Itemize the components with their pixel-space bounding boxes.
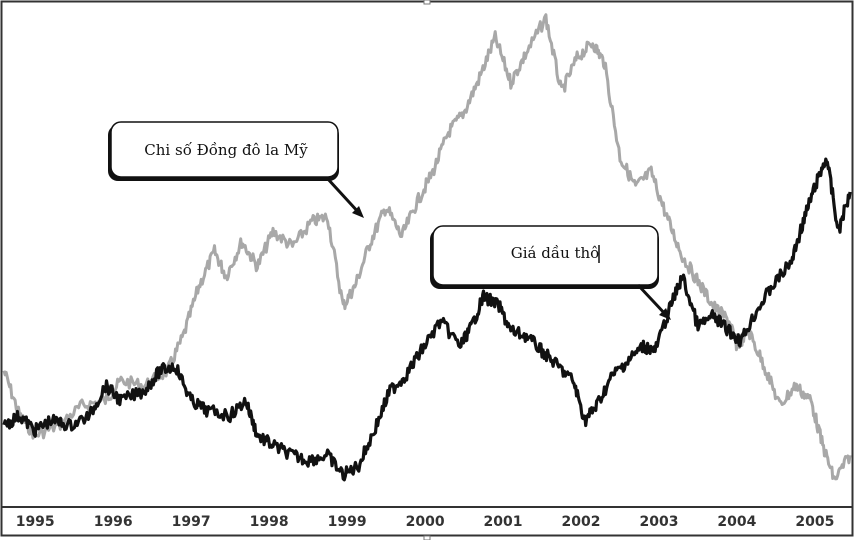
x-tick-label: 2004 bbox=[717, 514, 756, 530]
x-tick-label: 1997 bbox=[172, 514, 211, 530]
callout-usd-box bbox=[110, 121, 339, 178]
x-tick-label: 1995 bbox=[16, 514, 55, 530]
frame-handle-bottom bbox=[423, 535, 431, 540]
x-tick-label: 1996 bbox=[94, 514, 133, 530]
x-tick-label: 1999 bbox=[328, 514, 367, 530]
x-tick-label: 2000 bbox=[406, 514, 445, 530]
callout-usd-index: Chi số Đồng đô la Mỹ bbox=[108, 121, 364, 218]
callout-oil-arrow bbox=[636, 283, 669, 318]
series-oil-price-line bbox=[2, 157, 852, 482]
frame-handle-top bbox=[423, 0, 431, 5]
callout-usd-label: Chi số Đồng đô la Mỹ bbox=[144, 141, 308, 159]
callout-usd-arrow bbox=[325, 176, 362, 216]
callout-oil-arrowhead bbox=[659, 308, 671, 320]
x-tick-labels: 1995 1996 1997 1998 1999 2000 2001 2002 2003 2004… bbox=[16, 514, 835, 530]
x-tick-label: 2002 bbox=[562, 514, 601, 530]
x-tick-label: 2005 bbox=[795, 514, 834, 530]
x-tick-label: 2001 bbox=[484, 514, 523, 530]
series-layer bbox=[2, 13, 852, 482]
callout-oil-label: Giá dầu thô bbox=[511, 244, 599, 262]
x-tick-label: 2003 bbox=[640, 514, 679, 530]
callout-usd-arrowhead bbox=[352, 206, 364, 218]
x-tick-label: 1998 bbox=[250, 514, 289, 530]
callout-oil-box bbox=[432, 225, 659, 286]
callout-oil-price: Giá dầu thô bbox=[430, 225, 671, 320]
